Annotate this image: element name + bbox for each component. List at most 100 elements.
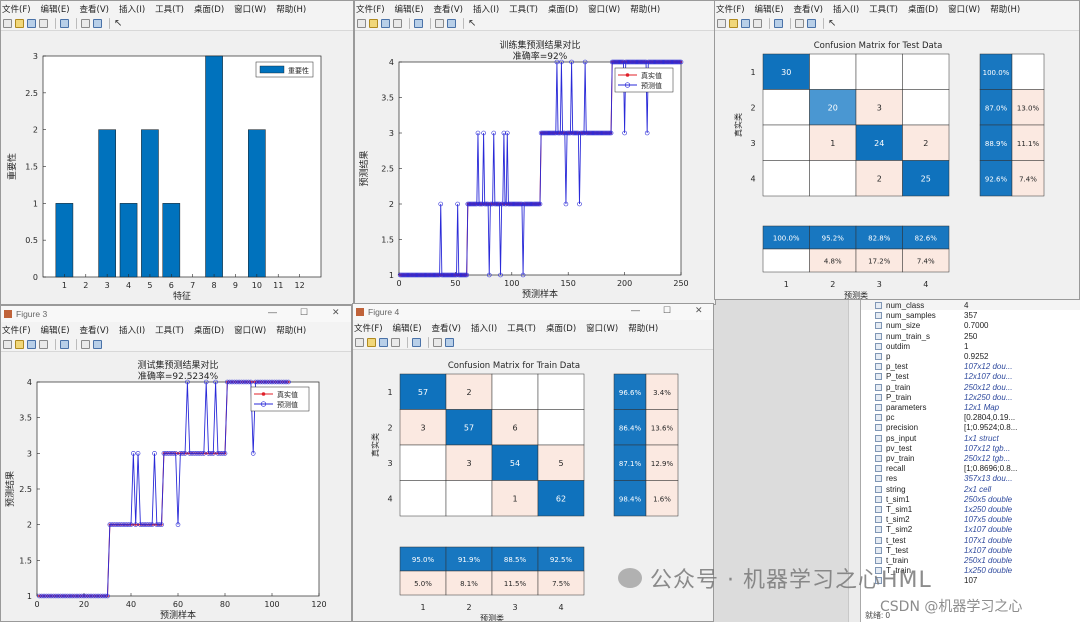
workspace-variable-row[interactable]: outdim 1: [861, 342, 1080, 352]
pointer-icon[interactable]: ↖: [114, 17, 123, 29]
colorbar-icon[interactable]: [81, 339, 90, 349]
menu-insert[interactable]: 插入(I): [833, 4, 860, 15]
minimize-button[interactable]: —: [268, 307, 277, 317]
menu-file[interactable]: 文件(F): [2, 4, 31, 15]
new-figure-icon[interactable]: [355, 337, 364, 347]
menu-help[interactable]: 帮助(H): [276, 325, 307, 336]
close-button[interactable]: ✕: [332, 307, 340, 317]
open-file-icon[interactable]: [729, 18, 738, 28]
menu-file[interactable]: 文件(F): [356, 4, 385, 15]
workspace-variable-row[interactable]: t_test 107x1 double: [861, 536, 1080, 546]
new-figure-icon[interactable]: [3, 339, 12, 349]
workspace-variable-row[interactable]: t_sim2 107x5 double: [861, 515, 1080, 525]
menu-desktop[interactable]: 桌面(D): [907, 4, 939, 15]
menu-window[interactable]: 窗口(W): [234, 325, 267, 336]
menu-edit[interactable]: 编辑(E): [40, 325, 70, 336]
print-icon[interactable]: [393, 18, 402, 28]
menu-desktop[interactable]: 桌面(D): [193, 4, 225, 15]
menu-help[interactable]: 帮助(H): [628, 323, 659, 334]
menu-tools[interactable]: 工具(T): [869, 4, 898, 15]
workspace-variable-row[interactable]: T_sim2 1x107 double: [861, 525, 1080, 535]
menu-help[interactable]: 帮助(H): [630, 4, 661, 15]
menu-tools[interactable]: 工具(T): [155, 325, 184, 336]
workspace-variable-row[interactable]: P_train 12x250 dou...: [861, 393, 1080, 403]
menu-window[interactable]: 窗口(W): [588, 4, 621, 15]
open-file-icon[interactable]: [369, 18, 378, 28]
menu-window[interactable]: 窗口(W): [586, 323, 619, 334]
workspace-variable-row[interactable]: T_sim1 1x250 double: [861, 505, 1080, 515]
colorbar-icon[interactable]: [81, 18, 90, 28]
workspace-variable-row[interactable]: T_train 1x250 double: [861, 566, 1080, 576]
workspace-variable-row[interactable]: string 2x1 cell: [861, 485, 1080, 495]
open-file-icon[interactable]: [367, 337, 376, 347]
menu-tools[interactable]: 工具(T): [509, 4, 538, 15]
workspace-variable-row[interactable]: t_sim1 250x5 double: [861, 495, 1080, 505]
menu-insert[interactable]: 插入(I): [473, 4, 500, 15]
menu-view[interactable]: 查看(V): [79, 4, 109, 15]
menu-window[interactable]: 窗口(W): [234, 4, 267, 15]
legend-icon[interactable]: [93, 339, 102, 349]
maximize-button[interactable]: ☐: [300, 307, 309, 317]
link-plot-icon[interactable]: [414, 18, 423, 28]
link-plot-icon[interactable]: [60, 18, 69, 28]
menu-help[interactable]: 帮助(H): [990, 4, 1021, 15]
menu-window[interactable]: 窗口(W): [948, 4, 981, 15]
menu-edit[interactable]: 编辑(E): [754, 4, 784, 15]
open-file-icon[interactable]: [15, 18, 24, 28]
pointer-icon[interactable]: ↖: [828, 17, 837, 29]
workspace-variable-row[interactable]: T_test 1x107 double: [861, 546, 1080, 556]
workspace-variable-row[interactable]: num_train_s 250: [861, 332, 1080, 342]
new-figure-icon[interactable]: [357, 18, 366, 28]
menu-file[interactable]: 文件(F): [354, 323, 383, 334]
menu-view[interactable]: 查看(V): [793, 4, 823, 15]
pointer-icon[interactable]: ↖: [468, 17, 477, 29]
menu-desktop[interactable]: 桌面(D): [193, 325, 225, 336]
maximize-button[interactable]: ☐: [663, 305, 672, 315]
workspace-variable-row[interactable]: p_train 250x12 dou...: [861, 383, 1080, 393]
link-plot-icon[interactable]: [774, 18, 783, 28]
open-file-icon[interactable]: [15, 339, 24, 349]
legend-icon[interactable]: [447, 18, 456, 28]
save-icon[interactable]: [27, 18, 36, 28]
menu-tools[interactable]: 工具(T): [155, 4, 184, 15]
menu-desktop[interactable]: 桌面(D): [545, 323, 577, 334]
menu-desktop[interactable]: 桌面(D): [547, 4, 579, 15]
save-icon[interactable]: [381, 18, 390, 28]
menu-view[interactable]: 查看(V): [431, 323, 461, 334]
workspace-variable-row[interactable]: recall [1;0.8696;0.8...: [861, 464, 1080, 474]
new-figure-icon[interactable]: [717, 18, 726, 28]
close-button[interactable]: ✕: [695, 305, 703, 315]
new-figure-icon[interactable]: [3, 18, 12, 28]
workspace-variable-row[interactable]: pc [0.2804,0.19...: [861, 413, 1080, 423]
workspace-variable-row[interactable]: res 357x13 dou...: [861, 474, 1080, 484]
colorbar-icon[interactable]: [435, 18, 444, 28]
menu-file[interactable]: 文件(F): [716, 4, 745, 15]
menu-insert[interactable]: 插入(I): [119, 325, 146, 336]
link-plot-icon[interactable]: [60, 339, 69, 349]
colorbar-icon[interactable]: [795, 18, 804, 28]
save-icon[interactable]: [741, 18, 750, 28]
workspace-variable-row[interactable]: precision [1;0.9524;0.8...: [861, 423, 1080, 433]
workspace-variable-row[interactable]: num_size 0.7000: [861, 321, 1080, 331]
menu-view[interactable]: 查看(V): [433, 4, 463, 15]
menu-edit[interactable]: 编辑(E): [40, 4, 70, 15]
legend-icon[interactable]: [807, 18, 816, 28]
save-icon[interactable]: [379, 337, 388, 347]
print-icon[interactable]: [753, 18, 762, 28]
workspace-variable-row[interactable]: num_class 4: [861, 301, 1080, 311]
workspace-variable-row[interactable]: P_test 12x107 dou...: [861, 372, 1080, 382]
menu-edit[interactable]: 编辑(E): [394, 4, 424, 15]
workspace-variable-row[interactable]: parameters 12x1 Map: [861, 403, 1080, 413]
workspace-variable-row[interactable]: ps_input 1x1 struct: [861, 434, 1080, 444]
menu-view[interactable]: 查看(V): [79, 325, 109, 336]
print-icon[interactable]: [39, 18, 48, 28]
workspace-variable-row[interactable]: pv_train 250x12 tgb...: [861, 454, 1080, 464]
save-icon[interactable]: [27, 339, 36, 349]
workspace-variable-row[interactable]: p_test 107x12 dou...: [861, 362, 1080, 372]
workspace-variable-row[interactable]: t_train 250x1 double: [861, 556, 1080, 566]
menu-insert[interactable]: 插入(I): [119, 4, 146, 15]
menu-help[interactable]: 帮助(H): [276, 4, 307, 15]
menu-insert[interactable]: 插入(I): [471, 323, 498, 334]
link-plot-icon[interactable]: [412, 337, 421, 347]
workspace-variable-row[interactable]: num_samples 357: [861, 311, 1080, 321]
